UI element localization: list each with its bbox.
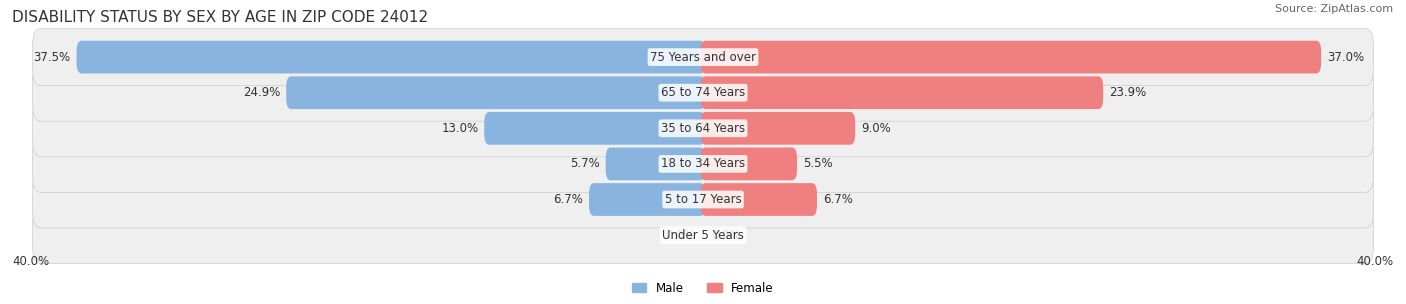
FancyBboxPatch shape <box>700 112 855 145</box>
Text: 0.0%: 0.0% <box>711 229 741 242</box>
Text: 37.0%: 37.0% <box>1327 50 1364 64</box>
FancyBboxPatch shape <box>32 64 1374 121</box>
Text: 35 to 64 Years: 35 to 64 Years <box>661 122 745 135</box>
Text: Under 5 Years: Under 5 Years <box>662 229 744 242</box>
FancyBboxPatch shape <box>700 183 817 216</box>
Text: 5.5%: 5.5% <box>803 157 832 171</box>
FancyBboxPatch shape <box>32 135 1374 192</box>
Text: 6.7%: 6.7% <box>554 193 583 206</box>
FancyBboxPatch shape <box>700 76 1104 109</box>
Text: 6.7%: 6.7% <box>823 193 852 206</box>
FancyBboxPatch shape <box>700 147 797 180</box>
Text: 65 to 74 Years: 65 to 74 Years <box>661 86 745 99</box>
Legend: Male, Female: Male, Female <box>627 277 779 299</box>
Text: 5.7%: 5.7% <box>569 157 600 171</box>
FancyBboxPatch shape <box>32 100 1374 157</box>
FancyBboxPatch shape <box>287 76 706 109</box>
Text: 0.0%: 0.0% <box>665 229 695 242</box>
FancyBboxPatch shape <box>606 147 706 180</box>
FancyBboxPatch shape <box>32 207 1374 264</box>
FancyBboxPatch shape <box>76 41 706 74</box>
FancyBboxPatch shape <box>700 41 1322 74</box>
FancyBboxPatch shape <box>32 29 1374 86</box>
FancyBboxPatch shape <box>32 171 1374 228</box>
Text: 9.0%: 9.0% <box>860 122 891 135</box>
Text: 13.0%: 13.0% <box>441 122 478 135</box>
Text: DISABILITY STATUS BY SEX BY AGE IN ZIP CODE 24012: DISABILITY STATUS BY SEX BY AGE IN ZIP C… <box>13 10 429 25</box>
FancyBboxPatch shape <box>484 112 706 145</box>
Text: 24.9%: 24.9% <box>243 86 280 99</box>
Text: 37.5%: 37.5% <box>34 50 70 64</box>
Text: 5 to 17 Years: 5 to 17 Years <box>665 193 741 206</box>
Text: 75 Years and over: 75 Years and over <box>650 50 756 64</box>
Text: 40.0%: 40.0% <box>1357 255 1393 268</box>
Text: Source: ZipAtlas.com: Source: ZipAtlas.com <box>1275 4 1393 14</box>
FancyBboxPatch shape <box>589 183 706 216</box>
Text: 23.9%: 23.9% <box>1109 86 1146 99</box>
Text: 18 to 34 Years: 18 to 34 Years <box>661 157 745 171</box>
Text: 40.0%: 40.0% <box>13 255 49 268</box>
